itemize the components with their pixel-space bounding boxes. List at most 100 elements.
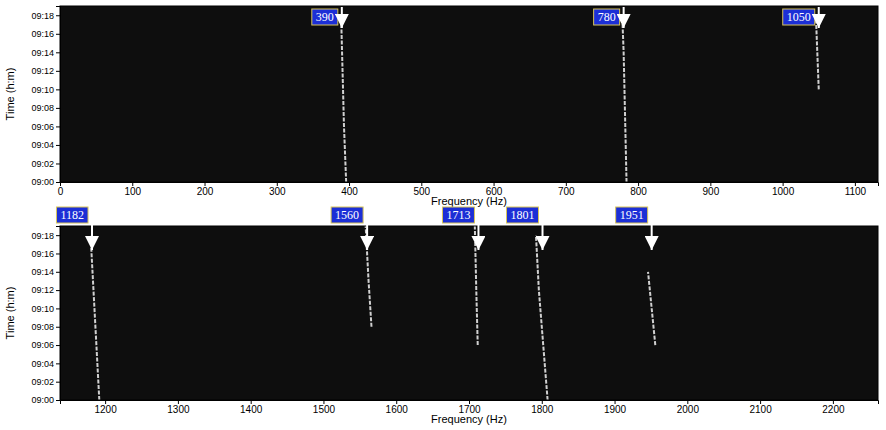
x-tick: 1200 [94,400,117,415]
y-tick: 09:04 [31,359,60,369]
y-tick-mark [56,327,60,328]
x-tick: 1000 [772,182,795,197]
x-tick: 1100 [845,182,867,197]
y-tick: 09:02 [31,159,60,169]
annotation-arrow [623,7,625,28]
y-tick-label: 09:18 [31,231,54,241]
annotation-box [783,9,815,25]
annotation-arrow [542,209,544,250]
x-tick: 200 [197,182,214,197]
y-tick-label: 09:02 [31,159,54,169]
y-tick-mark [56,34,60,35]
y-axis-title: Time (h:m) [4,68,16,121]
y-tick-label: 09:14 [31,267,54,277]
y-tick: 09:02 [31,377,60,387]
x-tick-label: 1500 [313,404,336,415]
tracks [341,15,819,182]
y-tick: 09:12 [31,66,60,76]
annotation-box [616,207,648,223]
y-tick: 09:00 [31,177,60,187]
frequency-track [341,15,346,182]
x-tick: 2000 [677,400,700,415]
x-axis-line [61,183,879,187]
x-tick: 2200 [822,400,845,415]
annotations: 1182 1560 1713 1801 1951 [56,207,651,250]
annotation-label: 1713 [446,208,470,222]
annotation-arrow [341,7,343,28]
annotation: 780 [594,7,624,28]
annotation-box [442,207,474,223]
x-tick: 100 [124,182,141,197]
annotation: 1560 [331,207,367,250]
chart-root: 01002003004005006007008009001000110009:0… [0,0,886,430]
y-tick-label: 09:08 [31,322,54,332]
x-tick-label: 1900 [604,404,627,415]
x-axis-title: Frequency (Hz) [431,195,507,207]
annotation: 1801 [507,207,543,250]
x-tick: 900 [703,182,720,197]
x-tick-label: 1300 [167,404,190,415]
y-axis: 09:0009:0209:0409:0609:0809:1009:1209:14… [31,227,60,406]
x-tick-label: 1400 [240,404,263,415]
annotation: 1951 [616,207,652,250]
x-tick-label: 900 [703,186,720,197]
annotation: 1713 [442,207,478,250]
y-tick: 09:14 [31,267,60,277]
x-tick: 2100 [749,400,772,415]
annotation-box [331,207,363,223]
y-axis: 09:0009:0209:0409:0609:0809:1009:1209:14… [31,7,60,188]
annotation-label: 1182 [60,208,84,222]
y-tick-mark [56,290,60,291]
y-tick: 09:04 [31,140,60,150]
y-tick-mark [56,15,60,16]
y-tick: 09:10 [31,304,60,314]
y-tick-label: 09:04 [31,359,54,369]
y-tick-label: 09:14 [31,48,54,58]
y-axis-title: Time (h:m) [4,287,16,340]
y-tick-label: 09:12 [31,285,54,295]
tracks [91,226,656,400]
y-tick-mark [56,400,60,401]
frequency-track [622,15,626,182]
annotation: 390 [312,7,342,28]
x-tick-label: 1100 [845,186,867,197]
y-tick: 09:18 [31,11,60,21]
x-tick: 1800 [531,400,554,415]
annotation-label: 1560 [335,208,359,222]
x-tick-label: 500 [413,186,430,197]
y-tick-mark [56,52,60,53]
y-tick: 09:16 [31,249,60,259]
y-tick-mark [56,126,60,127]
y-tick-mark [56,382,60,383]
y-tick-label: 09:02 [31,377,54,387]
y-tick-mark [56,163,60,164]
frequency-track [536,235,548,400]
y-tick: 09:08 [31,103,60,113]
annotation-arrow [651,209,653,250]
x-tick-label: 2100 [749,404,772,415]
annotation-box [507,207,539,223]
y-tick: 09:18 [31,231,60,241]
y-tick-label: 09:08 [31,103,54,113]
y-tick-mark [56,363,60,364]
y-tick: 09:12 [31,285,60,295]
y-tick-mark [56,71,60,72]
annotation: 1182 [56,207,92,250]
x-tick: 800 [630,182,647,197]
y-tick: 09:14 [31,48,60,58]
x-axis-title: Frequency (Hz) [431,413,507,425]
x-tick-label: 200 [197,186,214,197]
x-tick-label: 1000 [772,186,795,197]
plot-frame [60,6,878,182]
x-tick: 1400 [240,400,263,415]
annotation-arrow [91,209,93,250]
x-tick: 300 [269,182,286,197]
x-tick-label: 1200 [94,404,117,415]
x-tick-label: 300 [269,186,286,197]
y-tick: 09:16 [31,29,60,39]
x-tick: 1900 [604,400,627,415]
y-tick: 09:00 [31,395,60,405]
annotation-box [56,207,88,223]
y-tick-label: 09:16 [31,29,54,39]
x-tick-label: 2000 [677,404,700,415]
